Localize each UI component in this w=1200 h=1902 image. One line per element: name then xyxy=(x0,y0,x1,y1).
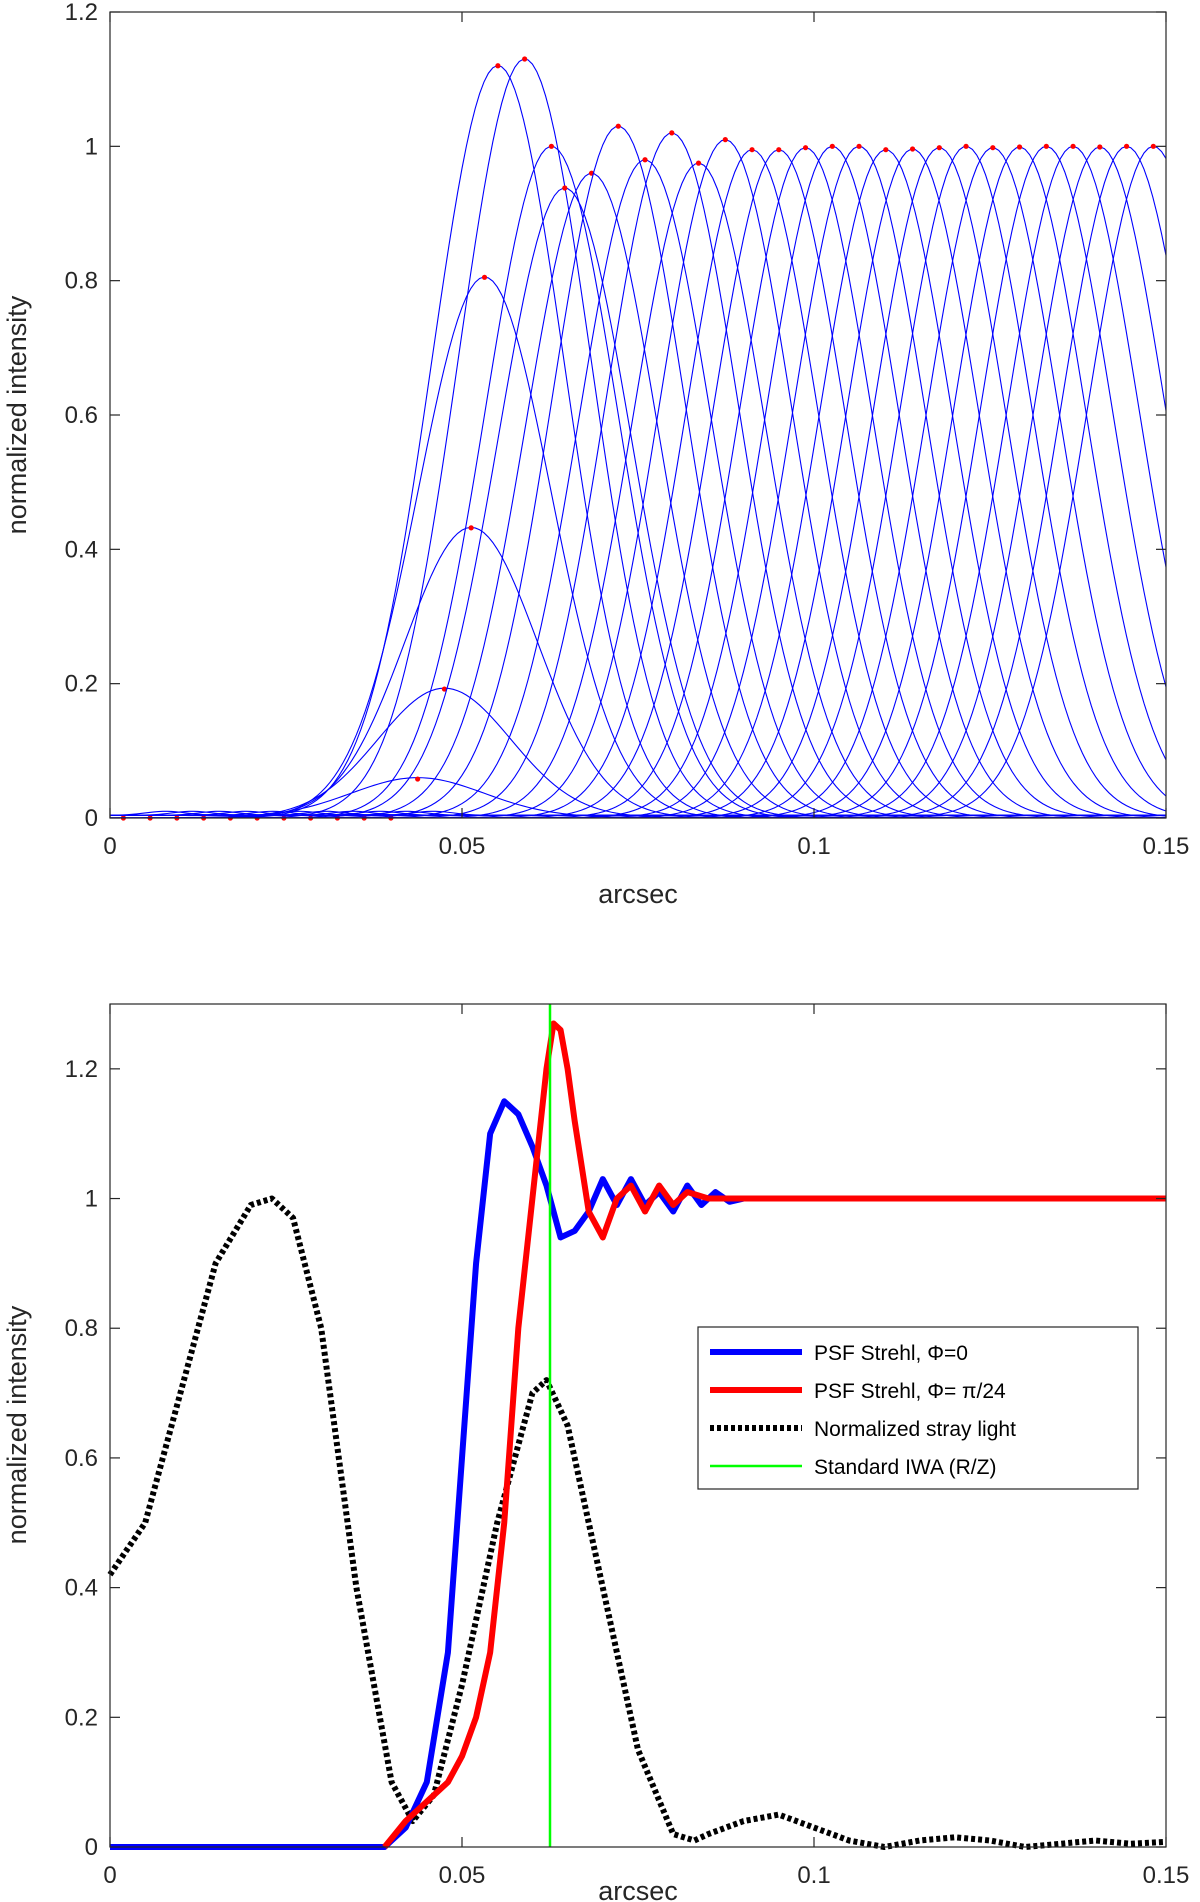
top-x-tick-label: 0.05 xyxy=(439,833,486,860)
bottom-y-tick-label: 1 xyxy=(85,1186,98,1213)
psf-peak-marker xyxy=(749,147,755,153)
psf-peak-marker xyxy=(615,123,621,129)
bottom-x-tick-label: 0.15 xyxy=(1143,1862,1190,1889)
psf-peak-marker xyxy=(1150,143,1156,149)
top-y-axis-label: normalized intensity xyxy=(2,295,32,534)
legend-label-psf-strehl-phi-0: PSF Strehl, Φ=0 xyxy=(814,1342,968,1365)
legend-label-stray-light: Normalized stray light xyxy=(814,1418,1016,1441)
top-x-axis-label: arcsec xyxy=(598,879,678,909)
bottom-x-tick-label: 0.1 xyxy=(797,1862,830,1889)
bottom-y-tick-label: 1.2 xyxy=(65,1056,98,1083)
psf-peak-marker xyxy=(415,776,421,782)
bottom-x-axis-label: arcsec xyxy=(598,1876,678,1902)
bottom-chart: 0 0.05 0.1 0.15 0 0.2 0.4 0.6 0.8 1 1.2 arcsec nor… xyxy=(2,1003,1190,1902)
psf-peak-marker xyxy=(548,143,555,149)
bottom-x-tick-label: 0.05 xyxy=(439,1862,486,1889)
series-psf-strehl-24 xyxy=(382,1020,1166,1849)
top-x-tick-label: 0.15 xyxy=(1143,833,1190,860)
bottom-x-tick-label: 0 xyxy=(103,1862,116,1889)
psf-peak-marker xyxy=(722,137,728,143)
psf-peak-marker xyxy=(1070,143,1076,149)
bottom-y-tick-label: 0.4 xyxy=(65,1575,98,1602)
psf-peak-marker xyxy=(856,143,862,149)
bottom-axes-box xyxy=(109,1003,1167,1848)
top-y-tick-label: 0 xyxy=(85,805,98,832)
legend: PSF Strehl, Φ=0 PSF Strehl, Φ= π/24 Norm… xyxy=(697,1326,1139,1490)
legend-entry-psf-strehl-phi-0: PSF Strehl, Φ=0 xyxy=(710,1342,968,1365)
top-x-tick-label: 0.1 xyxy=(797,833,830,860)
psf-peak-marker xyxy=(562,185,568,191)
top-chart: 0 0.05 0.1 0.15 0 0.2 0.4 0.6 0.8 1 1.2 arcsec nor… xyxy=(2,0,1189,909)
psf-peak-marker xyxy=(1123,143,1130,149)
series-normalized-stray-light xyxy=(107,1195,1167,1850)
psf-peak-marker xyxy=(695,160,702,166)
bottom-y-axis-label: normalized intensity xyxy=(2,1305,32,1544)
bottom-y-tick-label: 0.2 xyxy=(65,1704,98,1731)
psf-peak-marker xyxy=(1043,143,1049,149)
top-y-tick-label: 0.8 xyxy=(65,268,98,295)
bottom-ticks: 0 0.05 0.1 0.15 0 0.2 0.4 0.6 0.8 1 1.2 xyxy=(65,1004,1190,1889)
bottom-plot-area xyxy=(107,1004,1167,1850)
psf-peak-marker xyxy=(990,145,996,151)
legend-entry-psf-strehl-phi-pi24: PSF Strehl, Φ= π/24 xyxy=(710,1380,1006,1403)
psf-peak-marker xyxy=(963,143,969,149)
psf-peak-marker xyxy=(829,143,835,149)
top-y-tick-label: 1 xyxy=(85,133,98,160)
legend-label-psf-strehl-phi-pi24: PSF Strehl, Φ= π/24 xyxy=(814,1380,1006,1403)
psf-peak-marker xyxy=(776,147,782,153)
psf-peak-marker xyxy=(642,157,648,163)
top-y-tick-label: 0.2 xyxy=(65,671,98,698)
top-ticks: 0 0.05 0.1 0.15 0 0.2 0.4 0.6 0.8 1 1.2 xyxy=(65,0,1190,860)
top-x-tick-label: 0 xyxy=(103,833,116,860)
psf-peak-marker xyxy=(441,686,447,692)
psf-peak-marker xyxy=(883,147,889,153)
top-y-tick-label: 0.6 xyxy=(65,402,98,429)
psf-peak-marker xyxy=(481,274,488,280)
top-y-tick-label: 0.4 xyxy=(65,536,98,563)
psf-peak-marker xyxy=(1097,144,1103,150)
legend-entry-standard-iwa: Standard IWA (R/Z) xyxy=(710,1456,996,1479)
psf-peak-marker xyxy=(1016,144,1023,150)
psf-peak-marker xyxy=(468,525,474,531)
psf-peak-marker xyxy=(802,145,809,151)
psf-peak-marker xyxy=(522,56,528,62)
legend-entry-stray-light: Normalized stray light xyxy=(710,1418,1016,1441)
psf-peak-marker xyxy=(495,63,501,69)
bottom-y-tick-label: 0.6 xyxy=(65,1445,98,1472)
bottom-y-tick-label: 0.8 xyxy=(65,1315,98,1342)
psf-peak-marker xyxy=(669,130,675,136)
psf-peak-marker xyxy=(909,146,916,152)
legend-label-standard-iwa: Standard IWA (R/Z) xyxy=(814,1456,996,1479)
psf-peak-marker xyxy=(936,145,942,151)
bottom-y-tick-label: 0 xyxy=(85,1834,98,1861)
top-y-tick-label: 1.2 xyxy=(65,0,98,26)
